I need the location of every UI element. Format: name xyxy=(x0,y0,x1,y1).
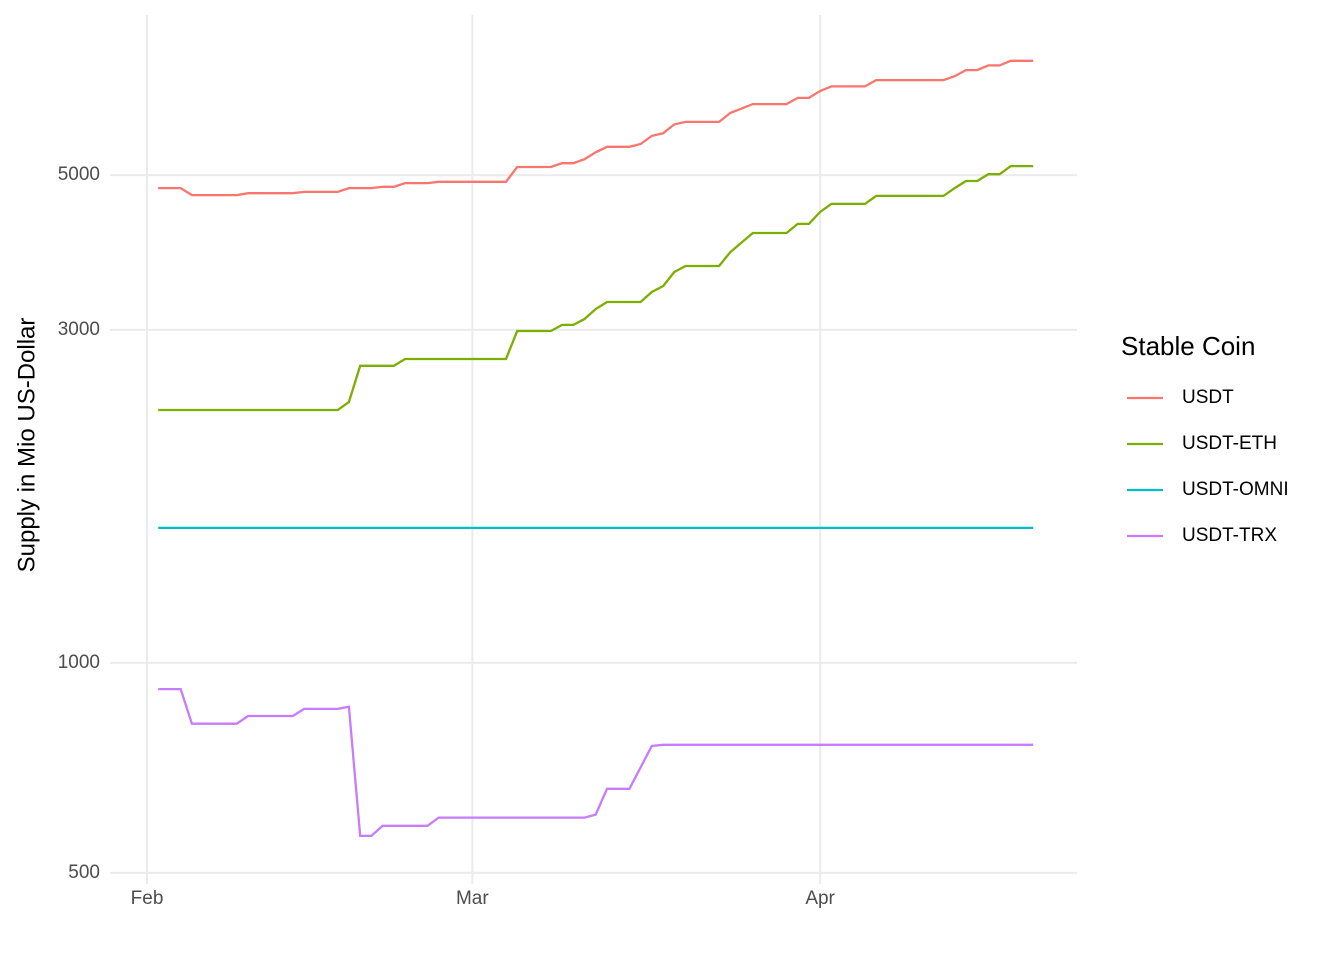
y-tick-label: 3000 xyxy=(58,319,100,340)
y-tick-label: 500 xyxy=(68,862,100,883)
line xyxy=(158,687,1034,838)
x-tick-label: Feb xyxy=(131,888,164,909)
y-axis-label: Supply in Mio US-Dollar xyxy=(13,318,40,573)
x-tick-label: Apr xyxy=(805,888,835,909)
legend-label: USDT-ETH xyxy=(1182,433,1277,454)
y-tick-label: 1000 xyxy=(58,652,100,673)
legend-label: USDT-TRX xyxy=(1182,525,1277,546)
line xyxy=(158,164,1034,412)
legend-label: USDT xyxy=(1182,387,1234,408)
y-tick-label: 5000 xyxy=(58,164,100,185)
legend-label: USDT-OMNI xyxy=(1182,479,1289,500)
line xyxy=(158,59,1034,197)
legend-title: Stable Coin xyxy=(1121,331,1255,361)
x-tick-label: Mar xyxy=(456,888,489,909)
